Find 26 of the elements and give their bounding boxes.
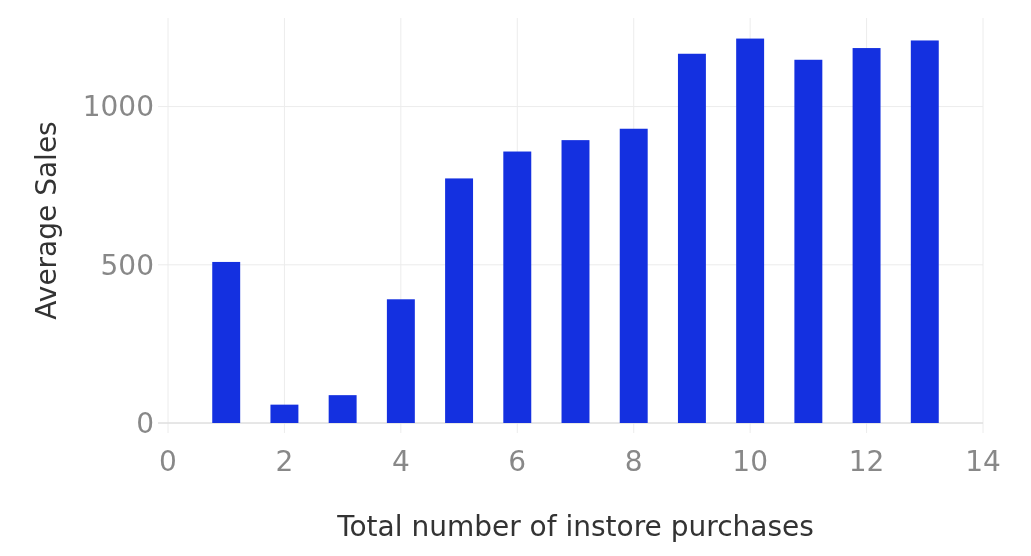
bar	[794, 59, 823, 423]
y-axis-title: Average Sales	[30, 121, 63, 320]
bar	[619, 128, 648, 423]
x-tick-label: 0	[159, 445, 177, 478]
y-tick-label: 0	[136, 406, 154, 440]
x-tick-label: 4	[391, 445, 410, 478]
bar	[561, 140, 590, 423]
bar	[736, 38, 765, 423]
bar	[328, 395, 357, 423]
bar	[677, 53, 706, 423]
bar	[386, 299, 415, 423]
bar	[852, 48, 881, 423]
x-tick-label: 10	[732, 445, 768, 478]
x-axis-title: Total number of instore purchases	[336, 510, 814, 543]
x-tick-label: 6	[508, 445, 527, 478]
x-tick-label: 12	[848, 445, 885, 478]
bar	[270, 404, 299, 423]
x-tick-label: 8	[624, 445, 643, 478]
bar	[503, 151, 532, 423]
x-tick-label: 2	[275, 445, 294, 478]
y-tick-label: 500	[100, 248, 154, 282]
bar	[910, 40, 939, 423]
y-tick-label: 1000	[82, 90, 154, 124]
x-tick-label: 14	[965, 445, 1001, 478]
bar	[212, 261, 241, 423]
bar	[445, 178, 474, 423]
